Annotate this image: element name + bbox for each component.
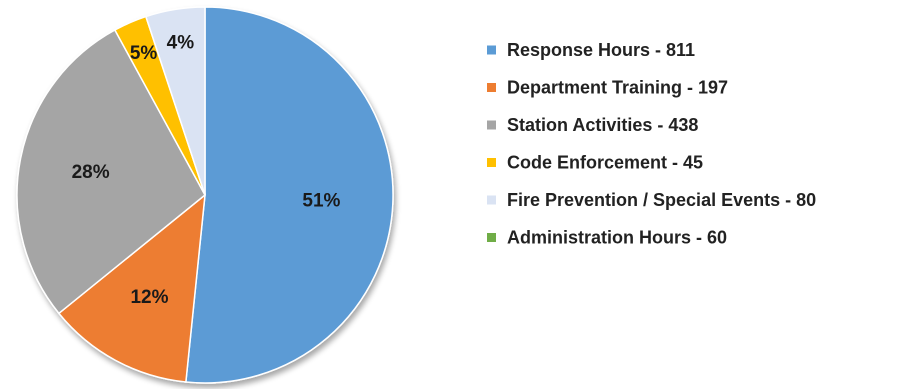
pie-slice-0 [185,6,394,384]
legend-swatch-0 [487,45,496,55]
data-label-group: 51% 12% 28% 5% 4% [72,32,341,308]
legend-item-3: Code Enforcement - 45 [487,153,703,173]
data-label-0: 51% [302,190,340,211]
legend-swatch-4 [487,195,496,205]
legend-item-2: Station Activities - 438 [487,115,698,135]
data-label-2: 28% [72,162,110,183]
legend-swatch-1 [487,83,496,92]
legend-item-1: Department Training - 197 [487,78,728,98]
legend-item-5: Administration Hours - 60 [487,228,727,248]
legend-label-1: Department Training - 197 [507,78,728,98]
pie-slice-4 [144,6,206,196]
legend-swatch-5 [487,233,496,242]
legend-swatch-3 [487,158,496,167]
legend-label-5: Administration Hours - 60 [507,228,727,248]
legend-label-2: Station Activities - 438 [507,115,698,135]
data-label-3: 5% [130,43,158,64]
legend: Response Hours - 811 Department Training … [487,40,816,248]
data-label-1: 12% [130,287,168,308]
legend-swatch-2 [487,120,496,130]
pie-slice-2 [16,28,206,315]
legend-item-4: Fire Prevention / Special Events - 80 [487,190,816,210]
legend-label-4: Fire Prevention / Special Events - 80 [507,190,816,210]
legend-item-0: Response Hours - 811 [487,40,695,60]
legend-label-3: Code Enforcement - 45 [507,153,703,173]
pie-slice-1 [57,193,206,383]
pie-group [16,6,394,384]
data-label-4: 4% [167,32,195,53]
legend-label-0: Response Hours - 811 [507,40,695,60]
